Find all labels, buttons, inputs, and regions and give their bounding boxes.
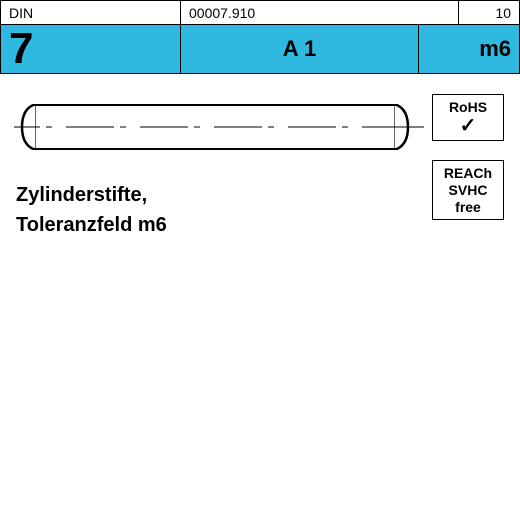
standard-label: DIN — [9, 5, 33, 21]
rohs-label: RoHS — [435, 99, 501, 116]
description-line-1: Zylinderstifte, — [16, 180, 504, 210]
din-number: 7 — [9, 27, 33, 71]
rev-value: 10 — [495, 5, 511, 21]
header-row-1: DIN 00007.910 10 — [1, 1, 519, 25]
rohs-badge: RoHS ✓ — [432, 94, 504, 141]
centerline — [6, 127, 424, 128]
material-value: A 1 — [283, 36, 316, 62]
header-table: DIN 00007.910 10 7 A 1 m6 — [0, 0, 520, 74]
standard-cell: DIN — [1, 1, 181, 24]
check-icon: ✓ — [435, 116, 501, 136]
code-cell: 00007.910 — [181, 1, 459, 24]
code-value: 00007.910 — [189, 5, 255, 21]
reach-line-3: free — [435, 199, 501, 216]
tolerance-value: m6 — [479, 36, 511, 62]
pin-drawing — [20, 104, 410, 150]
description-block: Zylinderstifte, Toleranzfeld m6 — [16, 180, 504, 240]
header-row-2: 7 A 1 m6 — [1, 25, 519, 73]
description-line-2: Toleranzfeld m6 — [16, 210, 504, 240]
reach-line-2: SVHC — [435, 182, 501, 199]
din-number-cell: 7 — [1, 25, 181, 73]
reach-line-1: REACh — [435, 165, 501, 182]
content-area: Zylinderstifte, Toleranzfeld m6 RoHS ✓ R… — [0, 74, 520, 256]
rev-cell: 10 — [459, 1, 519, 24]
material-cell: A 1 — [181, 25, 419, 73]
tolerance-cell: m6 — [419, 25, 519, 73]
reach-badge: REACh SVHC free — [432, 160, 504, 220]
